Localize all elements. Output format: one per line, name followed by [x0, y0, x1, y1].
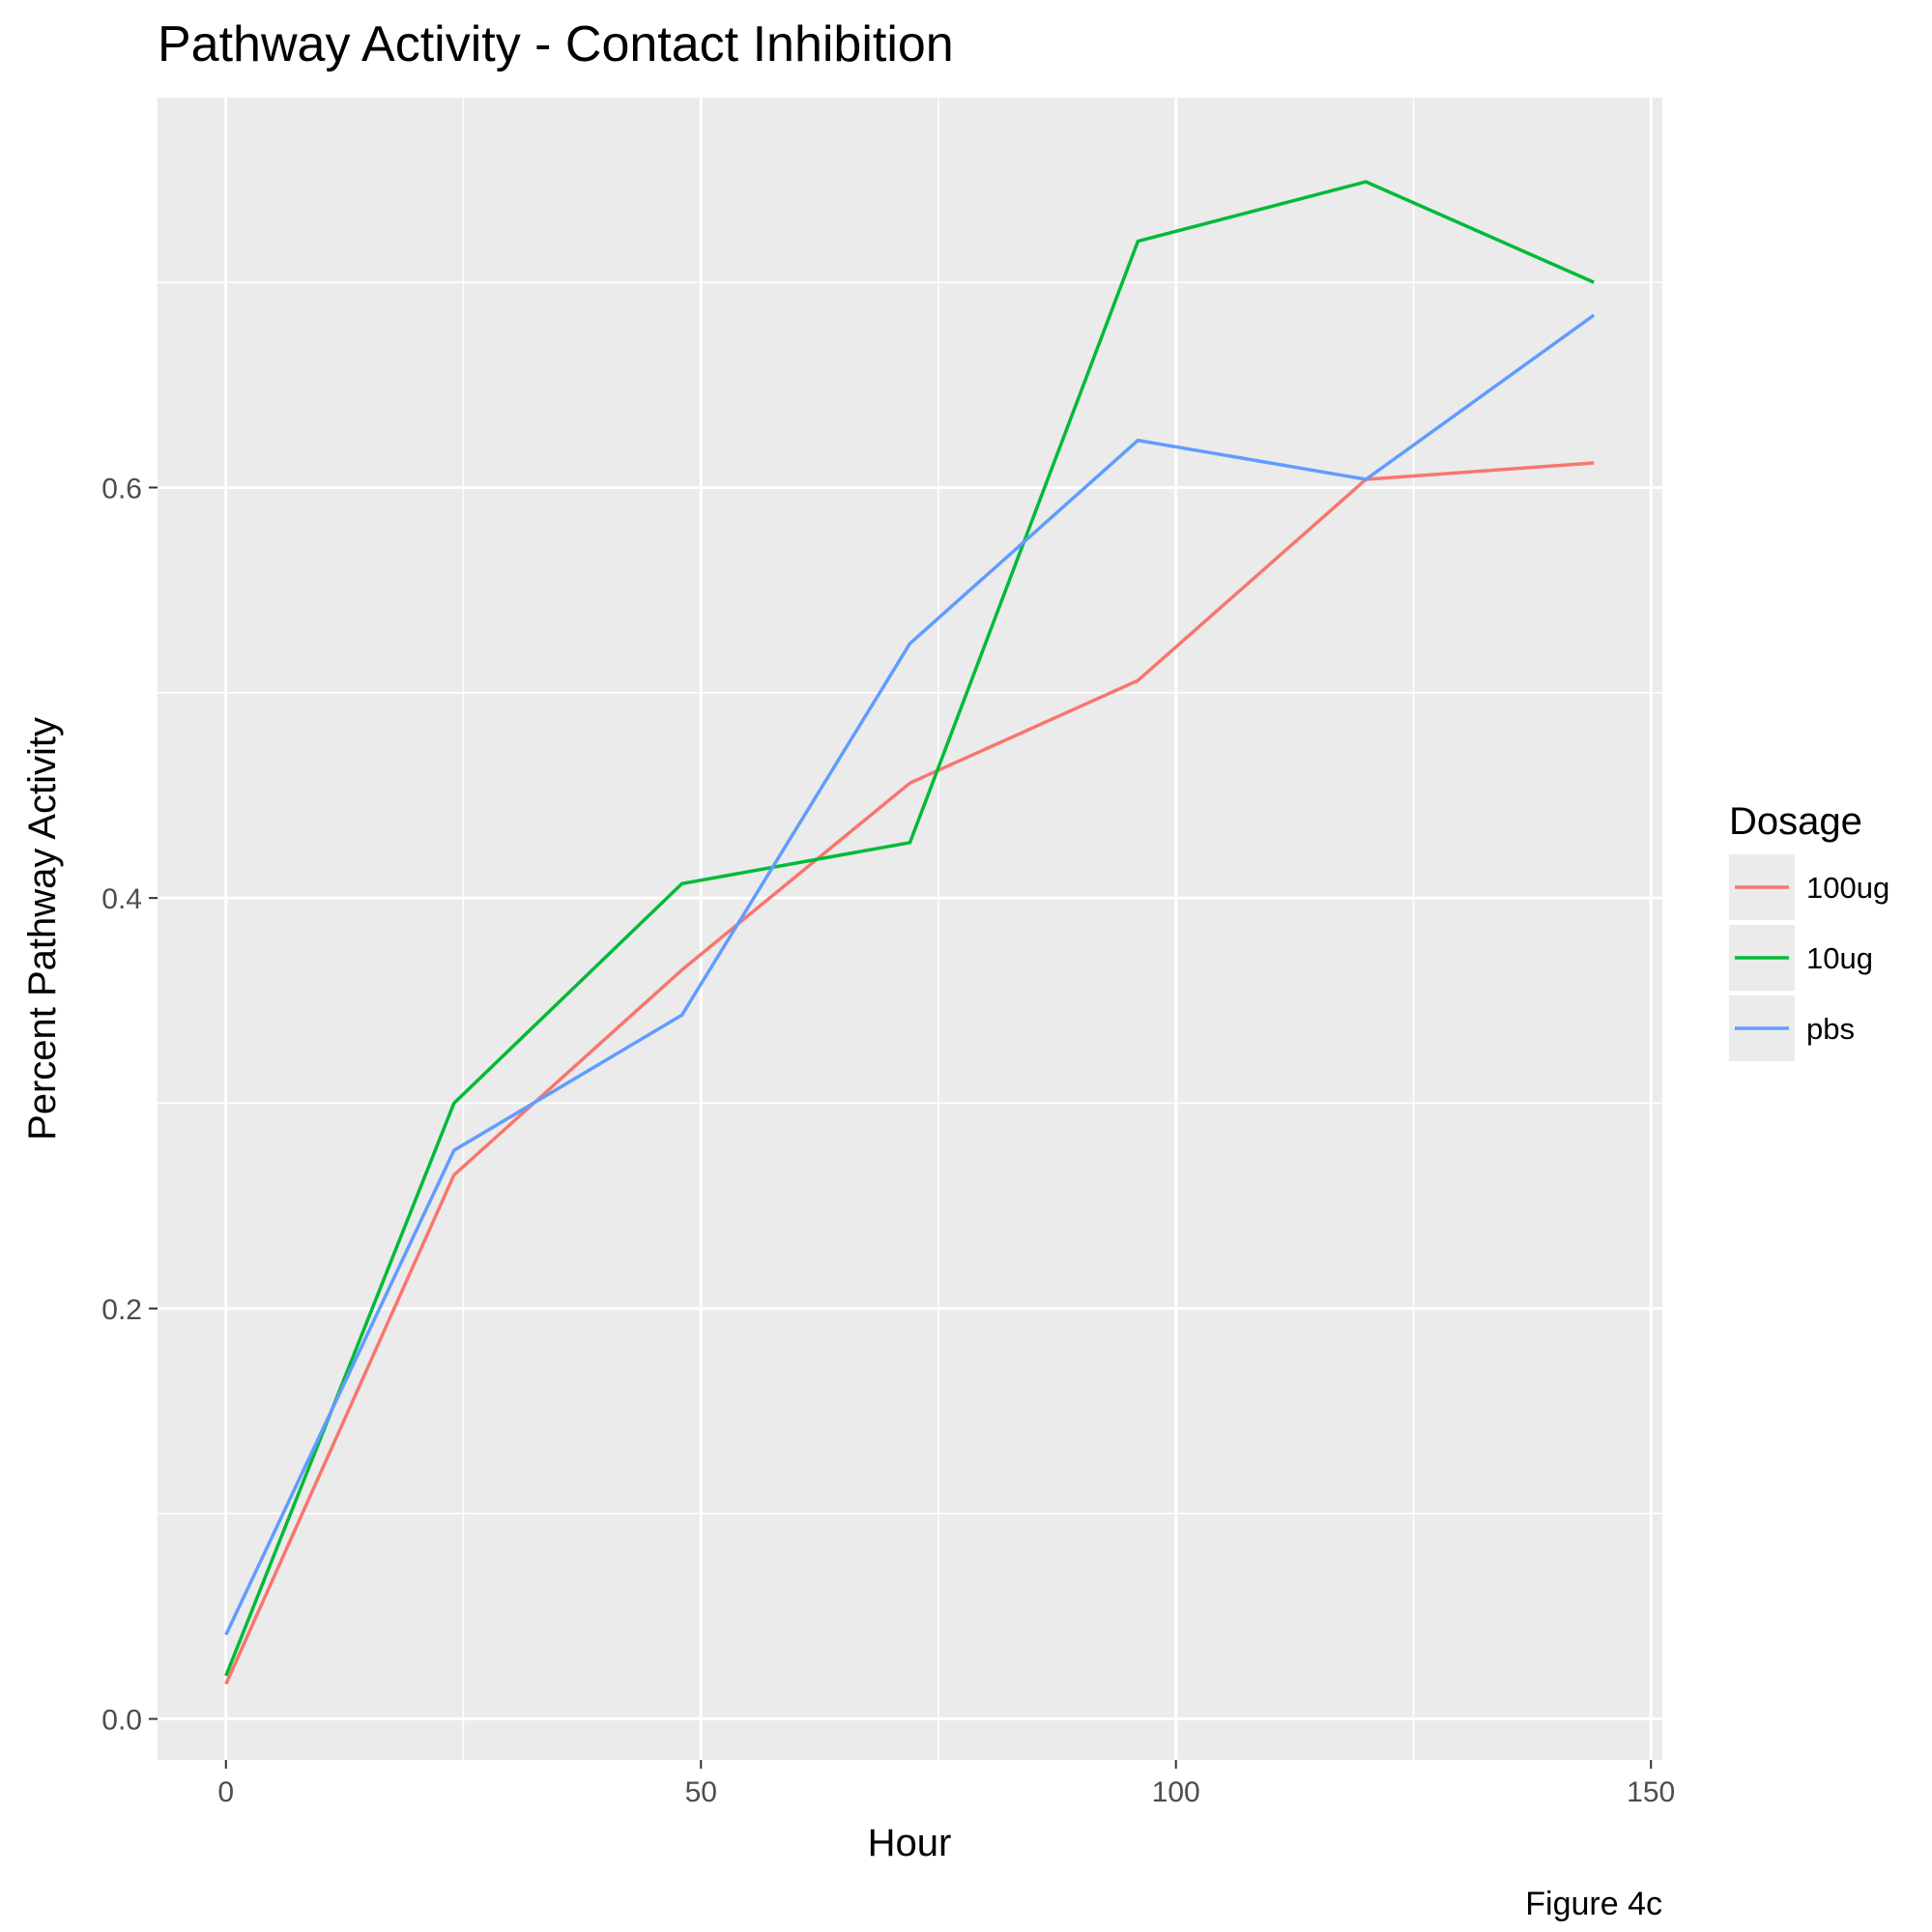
chart-title: Pathway Activity - Contact Inhibition [158, 16, 954, 72]
x-tick-label: 100 [1152, 1776, 1200, 1808]
minor-gridlines [158, 98, 1662, 1760]
y-axis-title: Percent Pathway Activity [21, 717, 64, 1140]
series-lines [224, 180, 1596, 1686]
y-tick-label: 0.4 [101, 883, 142, 915]
legend-label-100ug: 100ug [1806, 871, 1889, 905]
figure-caption: Figure 4c [1525, 1886, 1662, 1922]
x-tick-label: 50 [685, 1776, 717, 1808]
y-tick-label: 0.6 [101, 473, 142, 505]
series-line-10ug [224, 180, 1595, 1677]
legend-label-10ug: 10ug [1806, 941, 1873, 975]
x-tick-label: 150 [1627, 1776, 1675, 1808]
plot-panel [158, 98, 1662, 1760]
legend-title: Dosage [1729, 800, 1862, 843]
legend-label-pbs: pbs [1806, 1012, 1855, 1046]
x-axis-ticks: 0 50 100 150 [217, 1760, 1675, 1808]
y-axis-ticks: 0.0 0.2 0.4 0.6 [101, 473, 158, 1737]
y-tick-label: 0.0 [101, 1705, 142, 1737]
legend: Dosage 100ug 10ug pbs [1729, 800, 1889, 1061]
x-axis-title: Hour [868, 1822, 952, 1864]
y-tick-label: 0.2 [101, 1294, 142, 1326]
x-tick-label: 0 [217, 1776, 234, 1808]
major-gridlines [158, 98, 1662, 1760]
series-line-pbs [224, 313, 1596, 1636]
